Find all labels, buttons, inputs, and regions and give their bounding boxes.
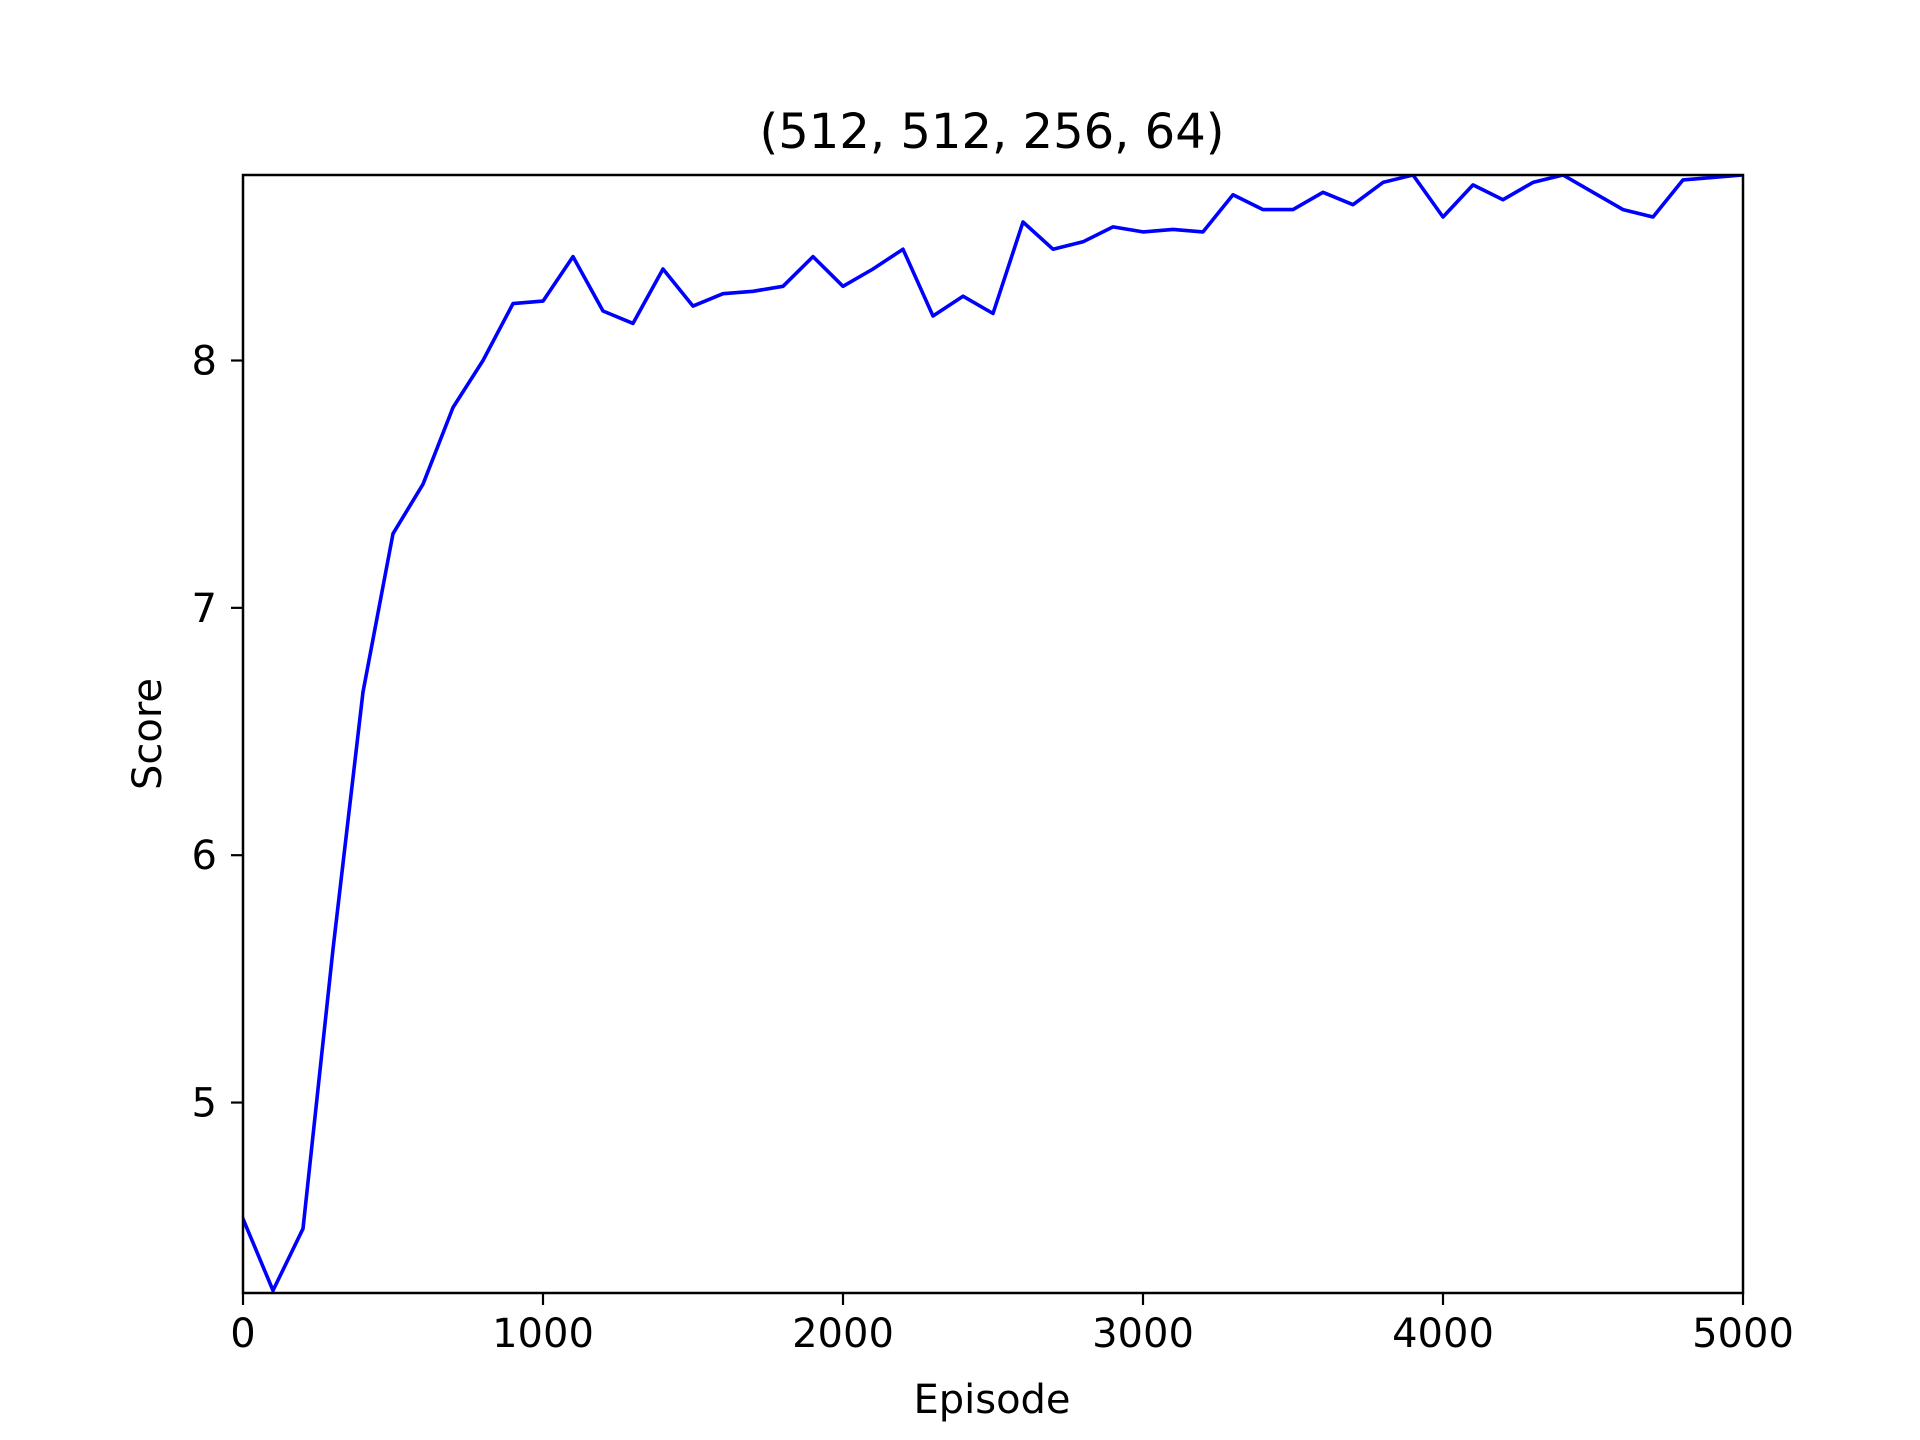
y-tick-label: 6 (192, 833, 217, 879)
chart-title: (512, 512, 256, 64) (760, 104, 1225, 160)
y-tick-label: 7 (192, 586, 217, 632)
y-axis-ticks: 5 6 7 8 (192, 339, 243, 1127)
plot-area (243, 175, 1743, 1293)
x-axis-label: Episode (913, 1377, 1070, 1423)
x-tick-label: 3000 (1092, 1311, 1194, 1357)
y-tick-label: 8 (192, 339, 217, 385)
x-tick-label: 4000 (1392, 1311, 1494, 1357)
series-line-1 (243, 175, 1743, 1293)
y-tick-label: 5 (192, 1081, 217, 1127)
x-tick-label: 1000 (492, 1311, 594, 1357)
x-tick-label: 2000 (792, 1311, 894, 1357)
plot-frame (241, 173, 1745, 1295)
y-axis-label: Score (125, 678, 171, 790)
x-tick-label: 5000 (1692, 1311, 1794, 1357)
x-axis-ticks: 0 1000 2000 3000 4000 5000 (230, 1293, 1794, 1357)
x-tick-label: 0 (230, 1311, 255, 1357)
